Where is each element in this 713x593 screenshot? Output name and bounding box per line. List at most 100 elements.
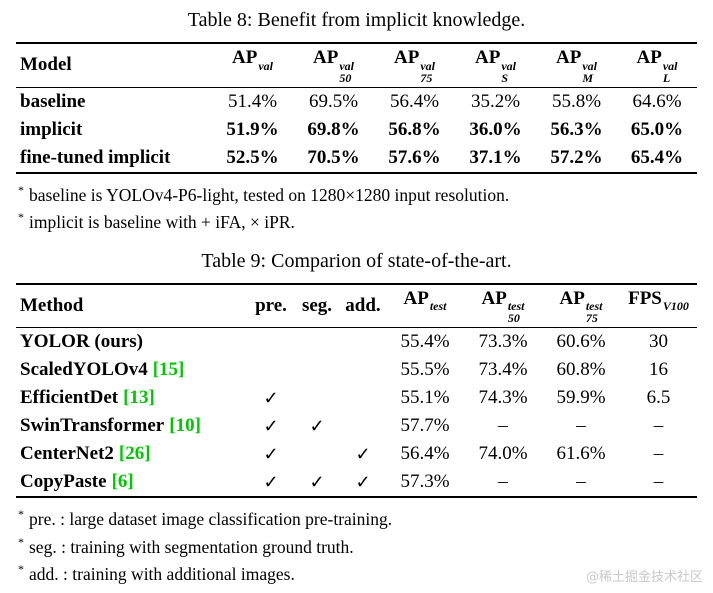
seg-check-cell: ✓	[309, 415, 325, 436]
table8-footnotes: * baseline is YOLOv4-P6-light, tested on …	[16, 174, 697, 236]
table-row-copypaste: CopyPaste [6] ✓ ✓ ✓ 57.3% – – –	[16, 468, 697, 497]
add-check-cell	[340, 328, 386, 357]
value-cell: 55.5%	[400, 359, 450, 381]
table9-footnotes: * pre. : large dataset image classificati…	[16, 498, 697, 587]
table9-col-header-add: add.	[340, 283, 386, 329]
add-check-cell: ✓	[355, 443, 371, 464]
table8: Model AP val AP val 50 AP val 75 AP val S AP val…	[16, 42, 697, 174]
value-cell: 57.3%	[400, 471, 450, 493]
seg-check-cell: ✓	[309, 471, 325, 492]
citation: [15]	[152, 359, 185, 381]
value-cell: 30	[649, 331, 668, 353]
value-cell: 73.4%	[478, 359, 528, 381]
table9: Method pre. seg. add. AP test AP test 50 AP…	[16, 282, 697, 499]
table9-col-header-fps: FPS V100	[620, 283, 697, 329]
pre-check-cell: ✓	[263, 415, 279, 436]
value-cell: 65.0%	[630, 118, 684, 140]
method-cell: ScaledYOLOv4 [15]	[20, 359, 185, 381]
value-cell: –	[653, 415, 664, 437]
add-check-cell	[340, 384, 386, 412]
value-cell: 74.3%	[478, 387, 528, 409]
method-cell: SwinTransformer [10]	[20, 415, 201, 437]
footnote-marker: *	[18, 562, 24, 576]
table9-col-header-aptest: AP test	[386, 283, 464, 329]
table-row-finetuned-implicit: fine-tuned implicit 52.5% 70.5% 57.6% 37…	[16, 144, 697, 173]
footnote: * implicit is baseline with + iFA, × iPR.	[18, 208, 695, 235]
table8-col-header-aps: AP val S	[455, 43, 536, 88]
table-row-efficientdet: EfficientDet [13] ✓ 55.1% 74.3% 59.9% 6.5	[16, 384, 697, 412]
value-cell: 61.6%	[556, 443, 606, 465]
footnote-marker: *	[18, 182, 24, 197]
value-cell: 69.8%	[307, 118, 360, 140]
value-cell: 51.4%	[227, 90, 278, 112]
seg-check-cell	[294, 384, 340, 412]
footnote-text: implicit is baseline with + iFA, × iPR.	[29, 211, 295, 232]
value-cell: 59.9%	[556, 387, 606, 409]
citation: [13]	[123, 387, 155, 409]
value-cell: –	[498, 415, 508, 437]
table9-header-row: Method pre. seg. add. AP test AP test 50 AP…	[16, 283, 697, 329]
pre-check-cell: ✓	[263, 471, 279, 492]
value-cell: 55.1%	[400, 387, 450, 409]
model-cell: implicit	[20, 118, 83, 140]
seg-check-cell	[294, 328, 340, 357]
table9-col-header-seg: seg.	[294, 283, 340, 329]
value-cell: 74.0%	[478, 443, 528, 465]
footnote-text: seg. : training with segmentation ground…	[29, 536, 354, 557]
watermark: @稀土掘金技术社区	[585, 570, 703, 585]
citation: [6]	[111, 471, 134, 493]
method-cell: CenterNet2 [26]	[20, 443, 151, 465]
value-cell: –	[576, 471, 586, 493]
table8-col-header-ap75: AP val 75	[374, 43, 455, 88]
table9-col-header-method: Method	[16, 283, 248, 329]
value-cell: 65.4%	[630, 146, 684, 168]
value-cell: 57.2%	[550, 146, 603, 168]
value-cell: 16	[649, 359, 668, 381]
value-cell: 36.0%	[469, 118, 522, 140]
value-cell: 60.8%	[556, 359, 606, 381]
table9-col-header-aptest50: AP test 50	[464, 283, 542, 329]
value-cell: 51.9%	[226, 118, 279, 140]
footnote-text: baseline is YOLOv4-P6-light, tested on 1…	[29, 184, 510, 205]
table-row-centernet2: CenterNet2 [26] ✓ ✓ 56.4% 74.0% 61.6% –	[16, 440, 697, 468]
footnote-marker: *	[18, 210, 24, 225]
value-cell: 57.6%	[388, 146, 441, 168]
table-row-implicit: implicit 51.9% 69.8% 56.8% 36.0% 56.3% 6…	[16, 116, 697, 144]
value-cell: 56.8%	[388, 118, 441, 140]
value-cell: –	[498, 471, 508, 493]
footnote-marker: *	[18, 534, 24, 549]
table9-caption: Table 9: Comparion of state-of-the-art.	[201, 249, 512, 272]
table8-header-row: Model AP val AP val 50 AP val 75 AP val S AP val…	[16, 43, 697, 88]
pre-check-cell	[248, 356, 294, 384]
table8-col-header-apl: AP val L	[617, 43, 697, 88]
value-cell: –	[653, 471, 664, 493]
model-cell: fine-tuned implicit	[20, 146, 171, 168]
table-row-yolor: YOLOR (ours) 55.4% 73.3% 60.6% 30	[16, 328, 697, 357]
value-cell: 56.3%	[550, 118, 603, 140]
value-cell: 52.5%	[226, 146, 279, 168]
value-cell: 6.5	[646, 387, 671, 409]
method-cell: EfficientDet [13]	[20, 387, 155, 409]
model-cell: baseline	[20, 90, 86, 112]
value-cell: 64.6%	[632, 90, 682, 112]
table-row-scaledyolov4: ScaledYOLOv4 [15] 55.5% 73.4% 60.8% 16	[16, 356, 697, 384]
value-cell: 55.8%	[551, 90, 602, 112]
footnote: * pre. : large dataset image classificati…	[18, 505, 695, 532]
method-cell: YOLOR (ours)	[20, 331, 143, 353]
table9-col-header-aptest75: AP test 75	[542, 283, 620, 329]
table8-col-header-model: Model	[16, 43, 212, 88]
footnote-text: add. : training with additional images.	[29, 563, 295, 584]
seg-check-cell	[294, 356, 340, 384]
value-cell: 55.4%	[400, 331, 450, 353]
table-row-baseline: baseline 51.4% 69.5% 56.4% 35.2% 55.8% 6…	[16, 87, 697, 116]
value-cell: 73.3%	[478, 331, 528, 353]
value-cell: 57.7%	[400, 415, 450, 437]
method-cell: CopyPaste [6]	[20, 471, 134, 493]
pre-check-cell: ✓	[263, 443, 279, 464]
citation: [10]	[169, 415, 201, 437]
table8-col-header-ap50: AP val 50	[293, 43, 374, 88]
table8-col-header-ap: AP val	[212, 43, 293, 88]
footnote-text: pre. : large dataset image classificatio…	[29, 508, 393, 529]
pre-check-cell: ✓	[263, 387, 279, 408]
value-cell: 69.5%	[308, 90, 359, 112]
